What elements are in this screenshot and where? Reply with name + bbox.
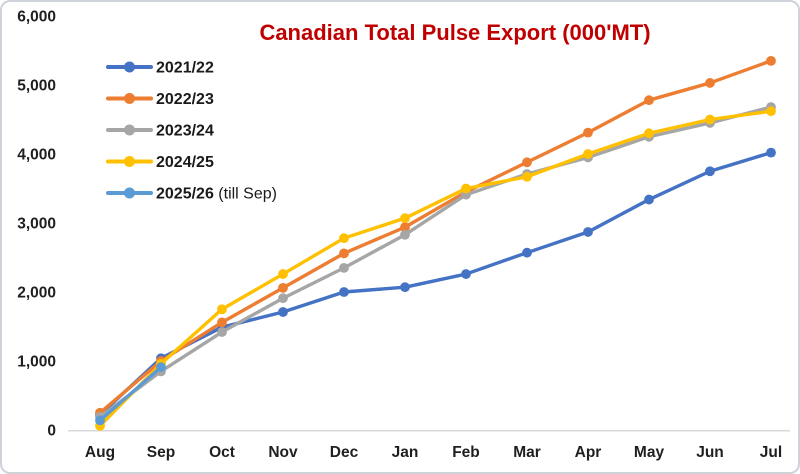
legend-item-2025-26[interactable]: 2025/26 (till Sep)	[106, 186, 277, 203]
x-tick-label: May	[634, 444, 665, 461]
data-point-marker	[339, 233, 349, 244]
data-point-marker	[400, 213, 410, 224]
y-axis: 0 1,000 2,000 3,000 4,000 5,000 6,000	[17, 9, 56, 440]
data-point-marker	[583, 227, 593, 237]
y-tick-label: 0	[47, 423, 56, 440]
y-tick-label: 2,000	[17, 285, 56, 302]
data-point-marker	[400, 282, 410, 293]
series-line	[98, 365, 163, 423]
x-tick-label: Aug	[85, 444, 115, 461]
legend-label: 2021/22	[156, 60, 214, 77]
data-point-marker	[705, 166, 715, 177]
data-point-marker	[766, 106, 776, 117]
x-tick-label: Oct	[209, 444, 235, 461]
data-point-marker	[217, 304, 227, 315]
chart-title: Canadian Total Pulse Export (000'MT)	[259, 20, 650, 45]
legend-item-2023-24[interactable]: 2023/24	[106, 123, 214, 140]
x-tick-label: Nov	[268, 444, 298, 461]
data-point-marker	[522, 157, 532, 168]
x-tick-label: Jul	[760, 444, 782, 461]
data-point-marker	[583, 149, 593, 159]
data-point-marker	[766, 55, 776, 66]
data-point-marker	[339, 262, 349, 273]
data-point-marker	[217, 327, 227, 337]
series-layer	[95, 55, 776, 431]
data-point-marker	[278, 269, 288, 279]
data-point-marker	[156, 362, 166, 373]
data-point-marker	[644, 194, 654, 205]
y-tick-label: 4,000	[17, 147, 56, 164]
x-tick-label: Dec	[330, 444, 359, 461]
legend-swatch-marker	[124, 124, 135, 136]
data-point-marker	[644, 128, 654, 139]
data-point-marker	[400, 229, 410, 240]
data-point-marker	[278, 293, 288, 304]
data-point-marker	[339, 248, 349, 259]
y-tick-label: 3,000	[17, 216, 56, 233]
x-tick-label: Feb	[452, 444, 480, 461]
series-line	[98, 109, 773, 428]
x-tick-label: Mar	[513, 444, 541, 461]
series-2025-26	[95, 362, 166, 426]
legend-swatch-marker	[124, 156, 135, 167]
data-point-marker	[278, 282, 288, 293]
data-point-marker	[217, 317, 227, 328]
series-line	[98, 59, 773, 415]
legend-label: 2024/25	[156, 154, 214, 171]
data-point-marker	[705, 78, 715, 88]
legend-item-2024-25[interactable]: 2024/25	[106, 154, 214, 171]
data-point-marker	[95, 415, 105, 426]
data-point-marker	[644, 95, 654, 106]
series-line	[98, 150, 773, 417]
data-point-marker	[461, 183, 471, 194]
series-line	[98, 105, 773, 419]
legend-item-2021-22[interactable]: 2021/22	[106, 60, 214, 77]
legend-label: 2025/26 (till Sep)	[156, 186, 277, 203]
x-axis: Aug Sep Oct Nov Dec Jan Feb Mar Apr May Jun Jul	[68, 429, 790, 461]
legend: 2021/22 2022/23 2023/24 2024/25 2025/26 (til…	[106, 60, 277, 203]
legend-label: 2023/24	[156, 123, 214, 140]
data-point-marker	[705, 114, 715, 125]
data-point-marker	[339, 287, 349, 297]
data-point-marker	[522, 247, 532, 258]
y-tick-label: 1,000	[17, 354, 56, 371]
series-2022-23	[95, 55, 776, 418]
x-tick-label: Sep	[147, 444, 175, 461]
x-tick-label: Jan	[392, 444, 419, 461]
data-point-marker	[766, 147, 776, 158]
legend-label: 2022/23	[156, 91, 214, 108]
x-tick-label: Jun	[696, 444, 724, 461]
data-point-marker	[400, 222, 410, 233]
series-2023-24	[95, 102, 776, 422]
y-tick-label: 5,000	[17, 78, 56, 95]
legend-item-2022-23[interactable]: 2022/23	[106, 91, 214, 108]
data-point-marker	[461, 269, 471, 279]
legend-swatch-marker	[124, 61, 135, 73]
legend-swatch-marker	[124, 187, 135, 199]
data-point-marker	[583, 127, 593, 138]
legend-swatch-marker	[124, 93, 135, 104]
y-tick-label: 6,000	[17, 9, 56, 26]
data-point-marker	[522, 171, 532, 182]
x-tick-label: Apr	[575, 444, 602, 461]
data-point-marker	[278, 307, 288, 317]
